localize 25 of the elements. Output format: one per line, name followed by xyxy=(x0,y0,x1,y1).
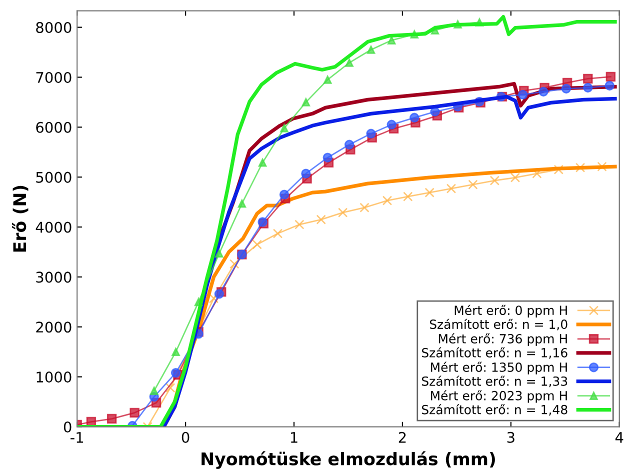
x-tick-label: -1 xyxy=(70,432,84,443)
x-tick-label: 1 xyxy=(290,432,298,443)
y-tick-label: 0 xyxy=(64,421,72,433)
legend-label: Mért erő: 0 ppm H xyxy=(454,304,567,318)
x-axis-title: Nyomótüske elmozdulás (mm) xyxy=(202,451,495,469)
legend-label: Számított erő: n = 1,0 xyxy=(430,318,568,330)
legend-label: Mért erő: 1350 ppm H xyxy=(430,362,567,374)
x-tick-label: 3 xyxy=(507,432,514,443)
y-axis-title: Erő (N) xyxy=(12,186,28,252)
y-tick-label: 6000 xyxy=(36,122,72,133)
y-tick-label: 1000 xyxy=(36,372,72,383)
legend-label: Számított erő: n = 1,16 xyxy=(422,347,568,359)
y-tick-label: 5000 xyxy=(36,172,72,183)
y-tick-label: 8000 xyxy=(36,22,72,34)
legend-label: Mért erő: 736 ppm H xyxy=(438,333,567,346)
x-tick-label: 2 xyxy=(398,432,406,443)
y-tick-label: 2000 xyxy=(36,322,72,333)
legend-label: Számított erő: n = 1,33 xyxy=(422,376,568,388)
legend-label: Mért erő: 2023 ppm H xyxy=(430,390,567,403)
y-tick-label: 7000 xyxy=(36,72,72,83)
x-tick-label: 0 xyxy=(182,432,190,443)
legend-label: Számított erő: n = 1,48 xyxy=(422,404,568,416)
y-tick-label: 3000 xyxy=(36,272,72,283)
y-tick-label: 4000 xyxy=(36,222,72,233)
x-tick-label: 4 xyxy=(615,432,624,443)
